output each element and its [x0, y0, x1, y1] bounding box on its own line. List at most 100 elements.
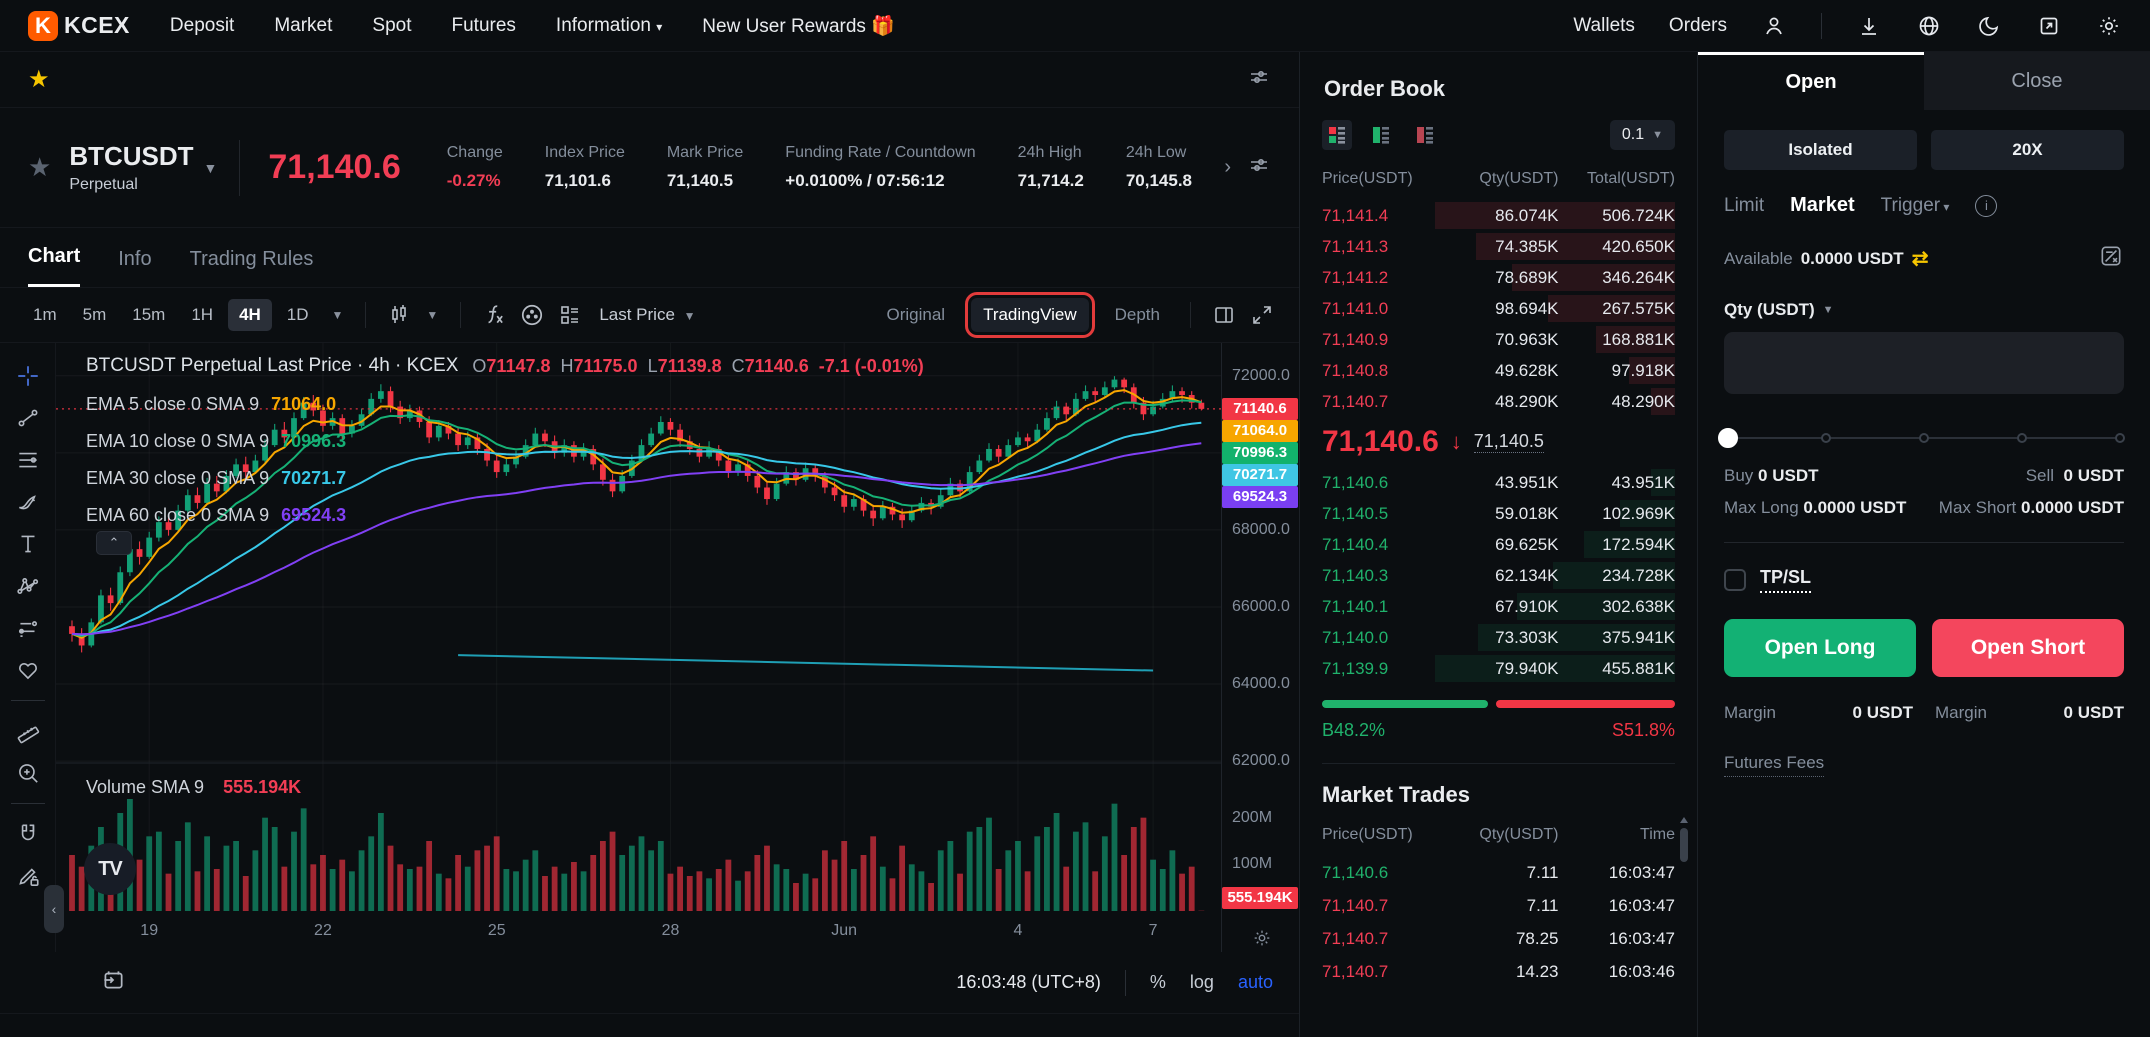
log-scale-button[interactable]: log	[1189, 972, 1214, 992]
candle-style-icon[interactable]	[384, 300, 414, 330]
order-type-limit[interactable]: Limit	[1724, 194, 1765, 216]
chart-canvas[interactable]: 19 22 25 28 Jun 4 7 BTCUSDT Perpetual Last Pri…	[44, 343, 1221, 952]
tab-info[interactable]: Info	[118, 248, 152, 270]
futures-fees-link[interactable]: Futures Fees	[1724, 753, 1825, 777]
brush-icon[interactable]	[9, 483, 47, 521]
nav-orders[interactable]: Orders	[1668, 14, 1727, 36]
guide-icon[interactable]	[2036, 13, 2062, 39]
qty-input[interactable]	[1724, 332, 2124, 394]
order-type-market[interactable]: Market	[1790, 194, 1855, 216]
zoom-in-icon[interactable]	[9, 754, 47, 792]
order-book-bid-row[interactable]: 71,140.0 73.303K 375.941K	[1322, 622, 1675, 653]
candlestick-chart[interactable]: 19 22 25 28 Jun 4 7	[56, 343, 1221, 952]
candle-style-caret-icon[interactable]: ▼	[426, 308, 439, 322]
tab-open[interactable]: Open	[1698, 52, 1924, 110]
favorites-settings-icon[interactable]	[1247, 65, 1271, 94]
nav-item-spot[interactable]: Spot	[372, 14, 412, 36]
chart-clock[interactable]: 16:03:48 (UTC+8)	[956, 972, 1101, 992]
download-icon[interactable]	[1856, 13, 1882, 39]
layout-grid-icon[interactable]	[555, 300, 585, 330]
indicator-templates-icon[interactable]	[517, 300, 547, 330]
mid-last-price[interactable]: 71,140.6	[1322, 425, 1439, 458]
order-book-ask-row[interactable]: 71,141.4 86.074K 506.724K	[1322, 200, 1675, 231]
trade-row[interactable]: 71,140.7 78.25 16:03:47	[1322, 922, 1675, 955]
panel-toggle-icon[interactable]	[1209, 300, 1239, 330]
order-book-ask-row[interactable]: 71,141.0 98.694K 267.575K	[1322, 293, 1675, 324]
order-type-info-icon[interactable]: i	[1975, 194, 1998, 217]
book-view-bids-icon[interactable]	[1366, 120, 1396, 150]
auto-scale-button[interactable]: auto	[1237, 972, 1273, 992]
nav-item-new[interactable]: New User Rewards 🎁	[702, 15, 895, 37]
slider-handle[interactable]	[1718, 428, 1738, 448]
slider-stop-50[interactable]	[1919, 433, 1929, 443]
symbol-selector[interactable]: BTCUSDT Perpetual	[69, 141, 193, 194]
timeframe-5m[interactable]: 5m	[82, 305, 107, 324]
open-long-button[interactable]: Open Long	[1724, 619, 1916, 677]
trend-line-icon[interactable]	[9, 399, 47, 437]
tab-close[interactable]: Close	[1924, 52, 2150, 110]
calculator-icon[interactable]	[2098, 243, 2124, 274]
chart-symbol-title[interactable]: BTCUSDT Perpetual Last Price · 4h · KCEX	[86, 355, 459, 376]
order-book-bid-row[interactable]: 71,140.3 62.134K 234.728K	[1322, 560, 1675, 591]
order-book-bid-row[interactable]: 71,139.9 79.940K 455.881K	[1322, 653, 1675, 684]
order-book-ask-row[interactable]: 71,141.2 78.689K 346.264K	[1322, 262, 1675, 293]
axis-settings-gear-icon[interactable]	[1251, 927, 1273, 954]
order-book-ask-row[interactable]: 71,140.9 70.963K 168.881K	[1322, 324, 1675, 355]
order-book-bid-row[interactable]: 71,140.6 43.951K 43.951K	[1322, 467, 1675, 498]
transfer-icon[interactable]: ⇄	[1911, 248, 1929, 270]
book-view-both-icon[interactable]	[1322, 120, 1352, 150]
nav-item-futures[interactable]: Futures	[451, 14, 516, 36]
tab-chart[interactable]: Chart	[28, 245, 81, 287]
ema-legend-row[interactable]: EMA 5 close 0 SMA 9 71064.0	[86, 394, 924, 414]
tpsl-checkbox[interactable]	[1724, 569, 1746, 591]
trade-row[interactable]: 71,140.7 7.11 16:03:47	[1322, 889, 1675, 922]
go-to-date-icon[interactable]	[100, 967, 126, 998]
tradingview-logo[interactable]: TV	[84, 843, 136, 895]
legend-collapse-button[interactable]: ⌃	[96, 531, 132, 555]
price-axis[interactable]: 72000.0 68000.0 66000.0 64000.0 62000.0 71140…	[1221, 343, 1299, 952]
timeframe-4h[interactable]: 4H	[228, 299, 272, 331]
leverage-button[interactable]: 20X	[1931, 130, 2124, 170]
order-book-ask-row[interactable]: 71,140.8 49.628K 97.918K	[1322, 355, 1675, 386]
ticker-settings-icon[interactable]	[1247, 153, 1271, 182]
order-book-bid-row[interactable]: 71,140.1 67.910K 302.638K	[1322, 591, 1675, 622]
order-book-bid-row[interactable]: 71,140.5 59.018K 102.969K	[1322, 498, 1675, 529]
percent-scale-button[interactable]: %	[1149, 972, 1166, 992]
view-mode-tradingview[interactable]: TradingView	[965, 292, 1095, 338]
qty-label-row[interactable]: Qty (USDT) ▼	[1724, 300, 2124, 320]
timeframe-1h[interactable]: 1H	[191, 305, 214, 324]
long-position-icon[interactable]	[9, 609, 47, 647]
user-icon[interactable]	[1761, 13, 1787, 39]
toolbar-collapse-handle[interactable]: ‹	[44, 885, 64, 933]
symbol-caret-icon[interactable]: ▼	[203, 159, 218, 176]
tpsl-label[interactable]: TP/SL	[1760, 567, 1812, 593]
trades-scrollbar[interactable]	[1679, 816, 1689, 996]
fib-retracement-icon[interactable]	[9, 441, 47, 479]
nav-wallets[interactable]: Wallets	[1573, 14, 1635, 36]
text-icon[interactable]	[9, 525, 47, 563]
xabcd-pattern-icon[interactable]	[9, 567, 47, 605]
nav-item-market[interactable]: Market	[274, 14, 333, 36]
fullscreen-icon[interactable]	[1247, 300, 1277, 330]
order-type-trigger[interactable]: Trigger ▾	[1880, 194, 1950, 216]
symbol-star-icon[interactable]: ★	[28, 152, 52, 182]
moon-icon[interactable]	[1976, 13, 2002, 39]
mark-price[interactable]: 71,140.5	[1473, 431, 1544, 453]
view-mode-original[interactable]: Original	[886, 305, 946, 324]
book-view-asks-icon[interactable]	[1410, 120, 1440, 150]
qty-slider[interactable]	[1718, 428, 2125, 448]
slider-stop-100[interactable]	[2115, 433, 2125, 443]
timeframe-caret-icon[interactable]: ▼	[331, 308, 344, 322]
order-book-ask-row[interactable]: 71,140.7 48.290K 48.290K	[1322, 386, 1675, 417]
open-short-button[interactable]: Open Short	[1932, 619, 2124, 677]
stats-more-icon[interactable]: ›	[1224, 156, 1231, 178]
crosshair-icon[interactable]	[9, 357, 47, 395]
ema-legend-row[interactable]: EMA 60 close 0 SMA 9 69524.3	[86, 505, 924, 525]
draw-lock-icon[interactable]	[9, 857, 47, 895]
heart-icon[interactable]	[9, 651, 47, 689]
ruler-icon[interactable]	[9, 712, 47, 750]
ema-legend-row[interactable]: EMA 30 close 0 SMA 9 70271.7	[86, 468, 924, 488]
order-book-ask-row[interactable]: 71,141.3 74.385K 420.650K	[1322, 231, 1675, 262]
margin-mode-button[interactable]: Isolated	[1724, 130, 1917, 170]
ema-legend-row[interactable]: EMA 10 close 0 SMA 9 70996.3	[86, 431, 924, 451]
